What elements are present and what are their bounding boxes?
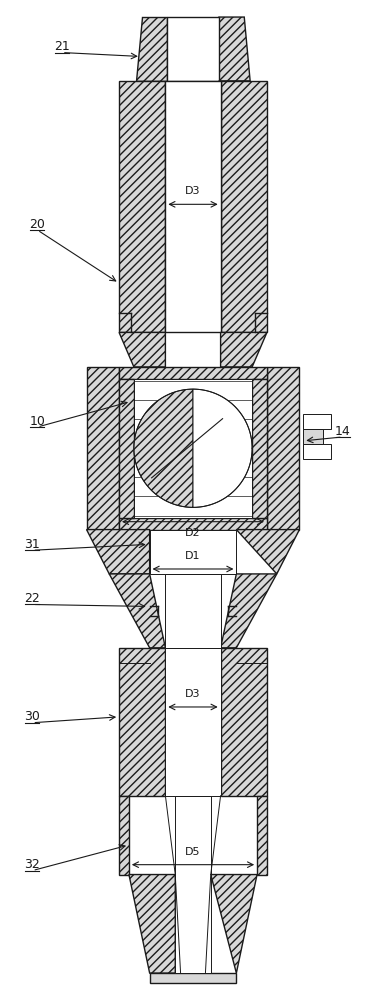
Polygon shape	[119, 332, 166, 367]
Text: 10: 10	[29, 415, 45, 428]
Text: 14: 14	[335, 425, 351, 438]
Polygon shape	[220, 332, 267, 367]
Polygon shape	[220, 648, 267, 796]
Bar	[150, 973, 236, 983]
Polygon shape	[220, 574, 277, 648]
Polygon shape	[168, 17, 218, 81]
Polygon shape	[119, 81, 166, 332]
Polygon shape	[119, 379, 134, 518]
Polygon shape	[119, 648, 166, 796]
Text: d1: d1	[211, 421, 225, 431]
Text: 30: 30	[24, 710, 40, 723]
Polygon shape	[193, 389, 252, 507]
Text: 31: 31	[24, 538, 40, 551]
Polygon shape	[257, 796, 267, 875]
Text: D3: D3	[185, 689, 201, 699]
Bar	[166, 574, 220, 648]
Polygon shape	[119, 518, 267, 530]
Text: 21: 21	[54, 40, 70, 53]
Polygon shape	[252, 379, 267, 518]
Bar	[166, 648, 220, 796]
Bar	[134, 379, 252, 518]
Polygon shape	[134, 389, 193, 507]
Polygon shape	[119, 796, 129, 875]
Bar	[303, 429, 323, 444]
Polygon shape	[220, 81, 267, 332]
Text: D1: D1	[185, 551, 201, 561]
Text: D2: D2	[185, 528, 201, 538]
Bar	[303, 444, 331, 459]
Bar	[166, 81, 220, 332]
Bar	[175, 796, 211, 973]
Bar	[303, 414, 331, 429]
Polygon shape	[86, 530, 150, 574]
Polygon shape	[136, 17, 168, 81]
Polygon shape	[129, 875, 175, 973]
Polygon shape	[109, 574, 166, 648]
Polygon shape	[86, 367, 119, 530]
Text: 32: 32	[24, 858, 40, 871]
Text: D3: D3	[185, 186, 201, 196]
Polygon shape	[218, 81, 250, 89]
Text: D5: D5	[185, 847, 201, 857]
Polygon shape	[119, 367, 267, 379]
Polygon shape	[267, 367, 300, 530]
Polygon shape	[136, 81, 168, 89]
Polygon shape	[218, 17, 250, 81]
Text: 22: 22	[24, 592, 40, 605]
Text: 20: 20	[29, 218, 45, 231]
Bar	[150, 530, 236, 574]
Polygon shape	[211, 875, 257, 973]
Polygon shape	[236, 530, 300, 574]
